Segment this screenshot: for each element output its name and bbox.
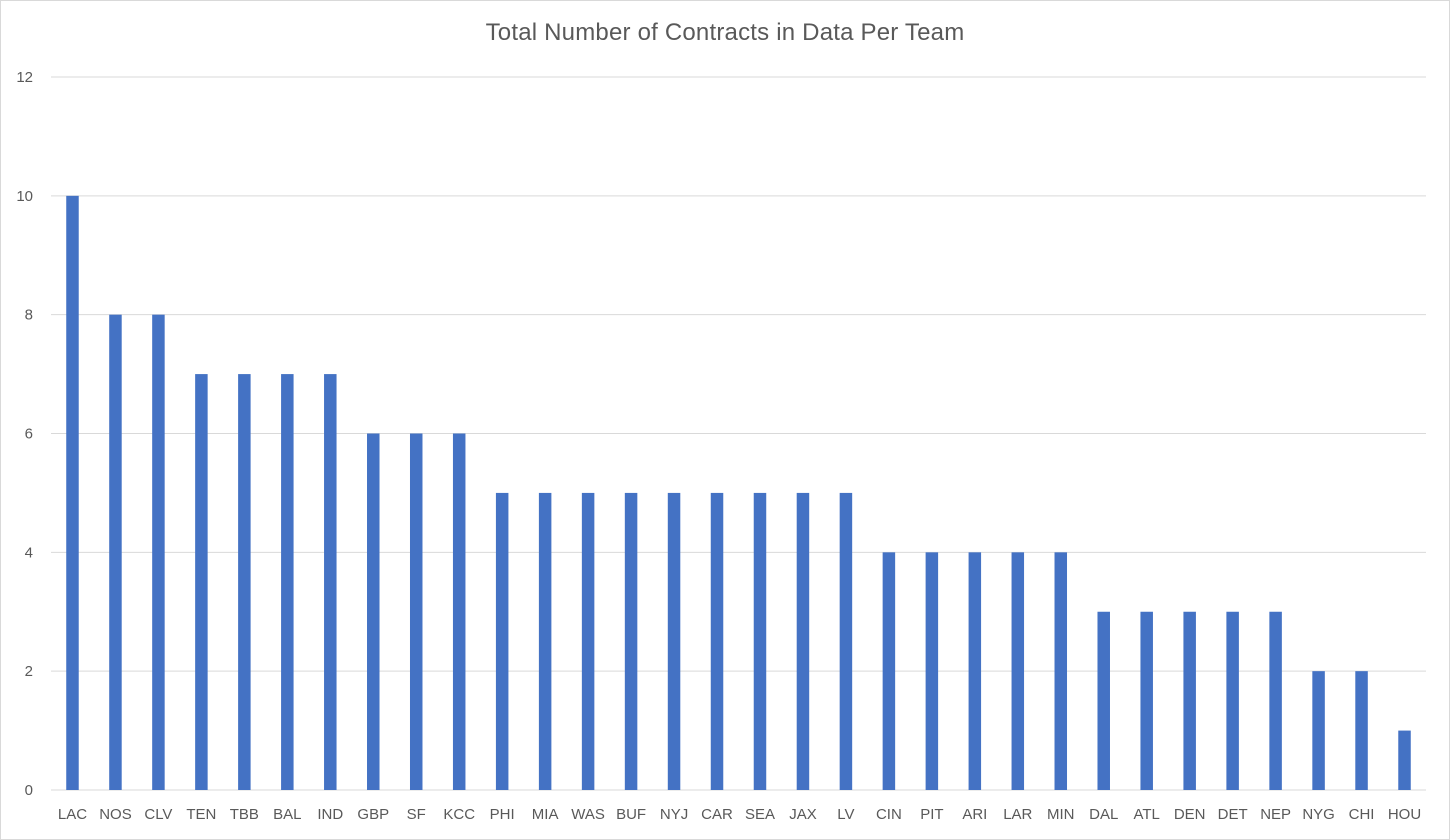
x-tick-label: TBB: [230, 806, 259, 823]
bar-ten: [195, 374, 208, 790]
bar-nep: [1269, 611, 1282, 790]
bar-buf: [624, 492, 638, 790]
bar-nos: [109, 314, 122, 790]
y-tick-label: 6: [25, 426, 33, 443]
bar-lac: [66, 195, 79, 791]
x-tick-label: SEA: [745, 806, 775, 823]
x-tick-label: ARI: [962, 806, 987, 823]
x-tick-label: MIA: [532, 806, 559, 823]
y-tick-label: 0: [25, 782, 33, 799]
bar-was: [581, 492, 595, 790]
bar-lv: [839, 492, 853, 790]
x-tick-label: BAL: [273, 806, 301, 823]
y-tick-label: 8: [25, 307, 33, 324]
x-tick-label: DEN: [1174, 806, 1206, 823]
y-tick-label: 4: [25, 544, 33, 561]
x-tick-label: DET: [1218, 806, 1248, 823]
x-axis-ticks: LAC NOS CLV TEN TBB BAL IND GBP SF KCC PHI MIA WAS BU…: [58, 806, 1421, 823]
x-tick-label: CHI: [1349, 806, 1375, 823]
x-tick-label: PHI: [490, 806, 515, 823]
x-tick-label: IND: [317, 806, 343, 823]
bar-chi: [1355, 671, 1368, 790]
x-tick-label: JAX: [789, 806, 817, 823]
x-tick-label: MIN: [1047, 806, 1075, 823]
x-tick-label: LAC: [58, 806, 87, 823]
x-tick-label: NYJ: [660, 806, 688, 823]
bar-lar: [1011, 552, 1025, 790]
bar-atl: [1140, 611, 1153, 790]
bar-gbp: [367, 433, 380, 790]
gridlines: [51, 76, 1426, 791]
bar-pit: [925, 552, 939, 790]
x-tick-label: PIT: [920, 806, 943, 823]
x-tick-label: TEN: [186, 806, 216, 823]
x-tick-label: ATL: [1134, 806, 1160, 823]
x-tick-label: SF: [407, 806, 426, 823]
bar-sea: [753, 492, 767, 790]
x-tick-label: GBP: [357, 806, 389, 823]
bar-cin: [882, 552, 896, 790]
bar-nyg: [1312, 671, 1325, 790]
bar-dal: [1097, 611, 1110, 790]
bar-mia: [538, 492, 552, 790]
chart-title: Total Number of Contracts in Data Per Te…: [485, 19, 965, 46]
x-tick-label: NYG: [1302, 806, 1335, 823]
x-tick-label: NEP: [1260, 806, 1291, 823]
y-axis-ticks: 0 2 4 6 8 10 12: [16, 69, 33, 799]
bar-clv: [152, 314, 165, 790]
x-tick-label: KCC: [443, 806, 475, 823]
bar-kcc: [452, 433, 466, 790]
bar-ari: [968, 552, 982, 790]
bar-det: [1226, 611, 1239, 790]
bar-phi: [495, 492, 509, 790]
y-tick-label: 12: [16, 69, 33, 86]
x-tick-label: CIN: [876, 806, 902, 823]
x-tick-label: CLV: [144, 806, 172, 823]
bar-nyj: [667, 492, 681, 790]
bar-ind: [324, 374, 337, 790]
bars: [66, 195, 1411, 791]
x-tick-label: LAR: [1003, 806, 1032, 823]
x-tick-label: WAS: [571, 806, 605, 823]
bar-sf: [409, 433, 423, 790]
bar-tbb: [238, 374, 251, 790]
x-tick-label: CAR: [701, 806, 733, 823]
x-tick-label: BUF: [616, 806, 646, 823]
bar-den: [1183, 611, 1196, 790]
x-tick-label: LV: [837, 806, 854, 823]
y-tick-label: 10: [16, 188, 33, 205]
bar-bal: [281, 374, 294, 790]
bar-car: [710, 492, 724, 790]
bar-min: [1054, 552, 1068, 790]
bar-hou: [1398, 730, 1411, 790]
x-tick-label: HOU: [1388, 806, 1421, 823]
y-tick-label: 2: [25, 663, 33, 680]
bar-jax: [796, 492, 810, 790]
x-tick-label: NOS: [99, 806, 132, 823]
x-tick-label: DAL: [1089, 806, 1118, 823]
